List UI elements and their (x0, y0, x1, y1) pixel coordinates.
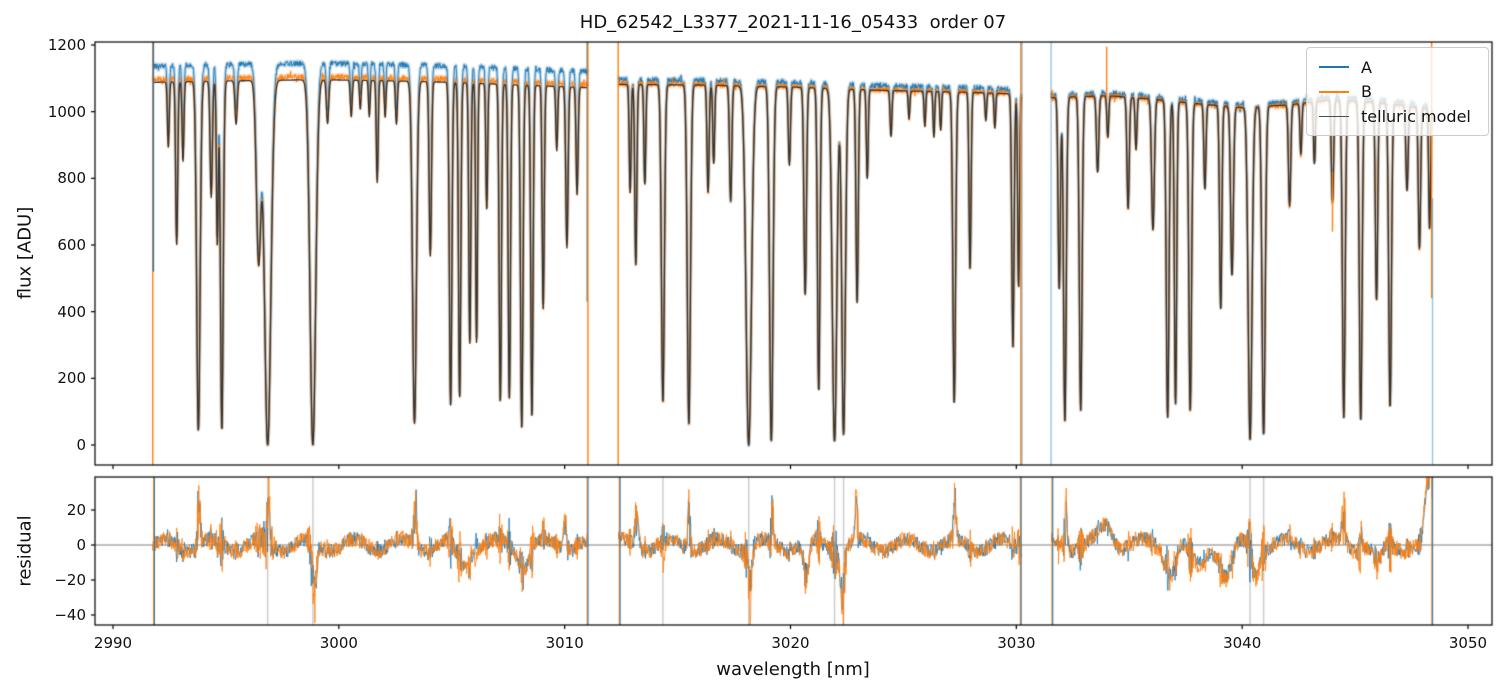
flux-tick-label: 1200 (47, 36, 86, 54)
x-tick-label: 3040 (1223, 634, 1262, 652)
y-axis-label-flux: flux [ADU] (14, 206, 36, 300)
residual-tick-label: 20 (66, 501, 86, 519)
legend-item-telluric-model: telluric model (1319, 104, 1476, 128)
flux-tick-label: 800 (57, 169, 86, 188)
x-tick-label: 2990 (93, 634, 133, 652)
flux-tick-label: 200 (57, 369, 86, 388)
x-tick-label: 3010 (545, 634, 584, 652)
legend-line-swatch (1319, 90, 1349, 93)
residual-tick-label: 0 (76, 536, 86, 554)
residual-tick-label: −20 (54, 571, 86, 589)
residual-tick-label: −40 (54, 606, 86, 624)
x-tick-label: 3050 (1448, 634, 1488, 652)
legend-label: A (1361, 57, 1372, 77)
x-tick-label: 3000 (319, 634, 358, 652)
flux-tick-label: 400 (57, 302, 86, 321)
legend-label: B (1361, 82, 1372, 101)
legend-label: telluric model (1361, 106, 1471, 126)
plot-title: HD_62542_L3377_2021-11-16_05433 order 07 (579, 12, 1007, 33)
legend-line-swatch (1319, 66, 1349, 68)
flux-tick-label: 1000 (47, 102, 86, 121)
x-axis-label: wavelength [nm] (716, 659, 870, 680)
x-tick-label: 3030 (997, 634, 1036, 652)
legend-line-swatch (1319, 115, 1349, 117)
y-axis-label-residual: residual (14, 515, 36, 587)
legend-item-b: B (1319, 80, 1476, 104)
flux-tick-label: 0 (76, 436, 86, 454)
flux-tick-label: 600 (57, 236, 86, 254)
legend-item-a: A (1319, 55, 1476, 79)
x-tick-label: 3020 (771, 634, 810, 652)
